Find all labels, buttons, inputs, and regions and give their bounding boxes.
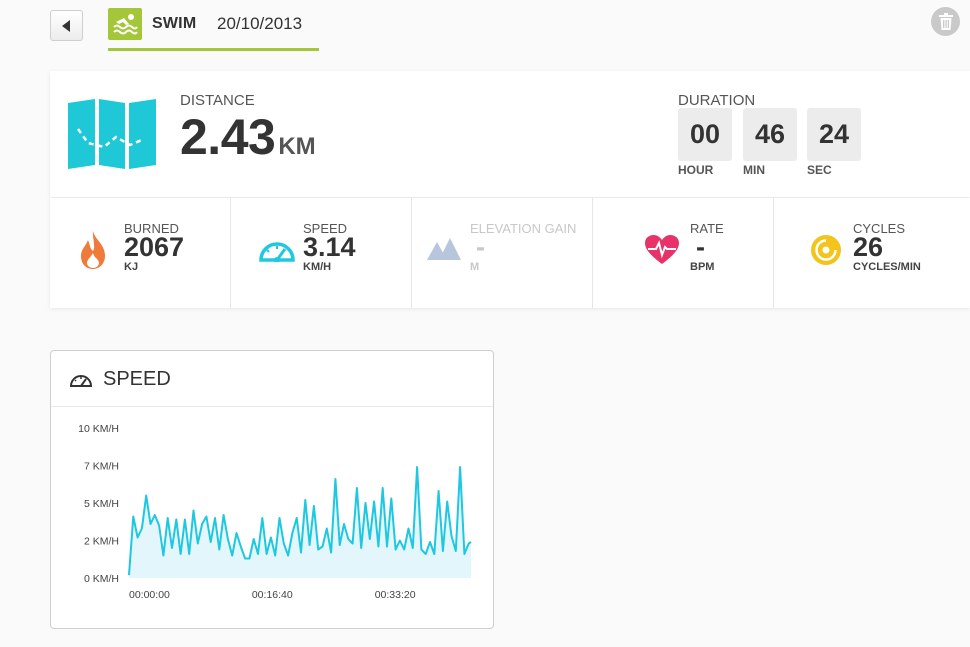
duration-hours: 00	[678, 108, 732, 161]
speed-chart-title: SPEED	[103, 368, 171, 390]
distance-label: DISTANCE	[180, 92, 255, 109]
y-tick-label: 5 KM/H	[84, 498, 119, 510]
swim-icon	[108, 8, 142, 40]
speed-chart-header: SPEED	[51, 351, 493, 407]
cycles-icon	[811, 235, 841, 265]
stat-value: 2067	[124, 232, 185, 262]
seconds-label: SEC	[807, 163, 832, 177]
y-tick-label: 7 KM/H	[84, 461, 119, 473]
stat-speed: SPEED 3.14 KM/H	[231, 198, 412, 308]
back-button[interactable]	[50, 10, 83, 41]
activity-tab[interactable]: SWIM 20/10/2013	[108, 6, 319, 51]
stat-value: 3.14	[303, 232, 356, 262]
map-icon	[68, 99, 156, 169]
stat-label: ELEVATION GAIN	[470, 221, 577, 236]
x-tick-label: 00:00:00	[129, 589, 170, 601]
y-tick-label: 0 KM/H	[84, 573, 119, 585]
stat-value: -	[696, 232, 705, 262]
minutes-label: MIN	[743, 163, 765, 177]
x-tick-label: 00:16:40	[252, 589, 293, 601]
stat-unit: KJ	[124, 261, 139, 273]
duration-label: DURATION	[678, 92, 756, 109]
distance-value: 2.43 KM	[180, 109, 316, 175]
x-tick-label: 00:33:20	[375, 589, 416, 601]
speedometer-icon	[69, 375, 93, 387]
speed-area	[129, 467, 471, 578]
duration-seconds: 24	[807, 108, 861, 161]
delete-button[interactable]	[931, 7, 960, 36]
top-bar: SWIM 20/10/2013	[0, 0, 970, 60]
mountains-icon	[427, 238, 461, 260]
speed-line	[128, 466, 472, 576]
flame-icon	[81, 231, 105, 269]
speed-chart-card: SPEED 0 KM/H 2 KM/H 5 KM/H 7 KM/H 10 KM/H 00:…	[50, 350, 494, 629]
speed-chart: 0 KM/H 2 KM/H 5 KM/H 7 KM/H 10 KM/H 00:00:00 0…	[78, 423, 472, 601]
stat-burned: BURNED 2067 KJ	[50, 198, 231, 308]
summary-card: DISTANCE 2.43 KM DURATION 00 46 24 HOUR M…	[50, 71, 970, 197]
stat-label: BURNED	[124, 221, 179, 236]
heart-rate-icon	[645, 235, 679, 264]
stat-cycles: CYCLES 26 CYCLES/MIN	[774, 198, 970, 308]
distance-number: 2.43	[180, 109, 276, 165]
y-tick-label: 2 KM/H	[84, 536, 119, 548]
y-tick-label: 10 KM/H	[78, 423, 119, 435]
stat-unit: KM/H	[303, 261, 332, 273]
stat-value: -	[476, 232, 485, 262]
trash-icon	[938, 13, 953, 30]
stat-elevation: ELEVATION GAIN - M	[412, 198, 593, 308]
stat-unit: CYCLES/MIN	[853, 261, 921, 273]
stat-unit: M	[470, 261, 480, 273]
stat-unit: BPM	[690, 261, 715, 273]
stats-row: BURNED 2067 KJ SPEED 3.14 KM/H ELEVATION…	[50, 198, 970, 308]
speedometer-icon	[259, 242, 295, 262]
distance-unit: KM	[278, 133, 316, 160]
sport-name: SWIM	[152, 15, 197, 32]
stat-heart-rate: RATE - BPM	[593, 198, 774, 308]
activity-date: 20/10/2013	[217, 14, 303, 33]
stat-label: SPEED	[303, 221, 348, 236]
hours-label: HOUR	[678, 163, 714, 177]
stat-label: RATE	[690, 221, 724, 236]
stat-label: CYCLES	[853, 221, 906, 236]
stat-value: 26	[853, 232, 884, 262]
duration-minutes: 46	[743, 108, 797, 161]
back-arrow-icon	[61, 19, 70, 32]
